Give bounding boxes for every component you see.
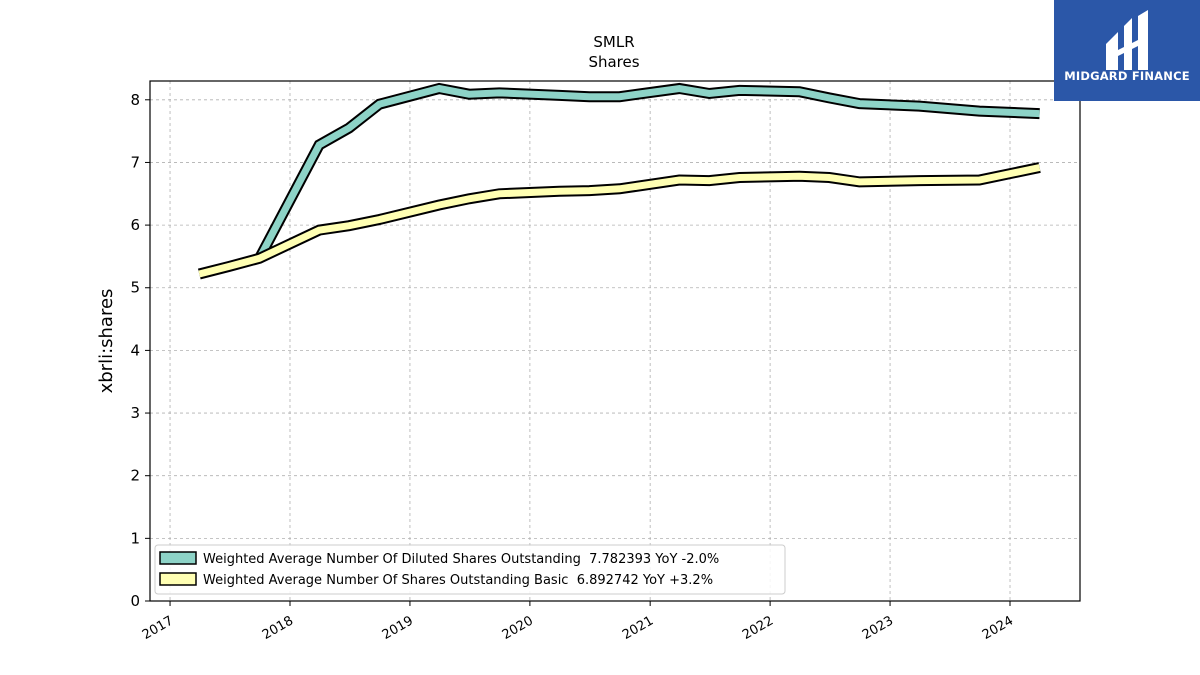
x-tick-label: 2024: [980, 613, 1016, 643]
y-tick-label: 3: [130, 404, 140, 422]
y-tick-label: 5: [130, 279, 140, 297]
y-tick-label: 4: [130, 341, 140, 359]
legend: Weighted Average Number Of Diluted Share…: [154, 544, 786, 595]
plot-area: [149, 80, 1081, 602]
x-tick-label: 2017: [140, 613, 176, 643]
y-tick-label: 7: [130, 153, 140, 171]
x-tick-label: 2022: [740, 613, 776, 643]
legend-swatch-diluted: [159, 551, 197, 565]
series-outline-0: [254, 82, 1040, 261]
chart-title: SMLR: [593, 33, 634, 51]
series-line-1: [198, 164, 1041, 278]
x-tick-label: 2023: [860, 613, 896, 643]
chart-subtitle: Shares: [588, 53, 639, 71]
x-tick-label: 2018: [260, 613, 296, 643]
logo-text: MIDGARD FINANCE: [1064, 69, 1190, 83]
legend-swatch-basic: [159, 572, 197, 586]
y-tick-label: 0: [130, 592, 140, 610]
x-tick-label: 2021: [620, 613, 656, 643]
midgard-finance-logo: MIDGARD FINANCE: [1054, 0, 1200, 101]
y-tick-label: 2: [130, 467, 140, 485]
y-tick-label: 1: [130, 529, 140, 547]
y-tick-label: 8: [130, 91, 140, 109]
y-axis-label: xbrli:shares: [96, 289, 117, 394]
logo-mark-icon: [1106, 10, 1148, 70]
series-line-0: [256, 84, 1040, 260]
x-tick-label: 2020: [500, 613, 536, 643]
x-tick-label: 2019: [380, 613, 416, 643]
y-tick-label: 6: [130, 216, 140, 234]
legend-label-basic: Weighted Average Number Of Shares Outsta…: [203, 573, 713, 588]
series-lines: [197, 82, 1041, 280]
grid: [150, 81, 1080, 602]
legend-box: [154, 544, 786, 595]
legend-label-diluted: Weighted Average Number Of Diluted Share…: [203, 552, 719, 567]
